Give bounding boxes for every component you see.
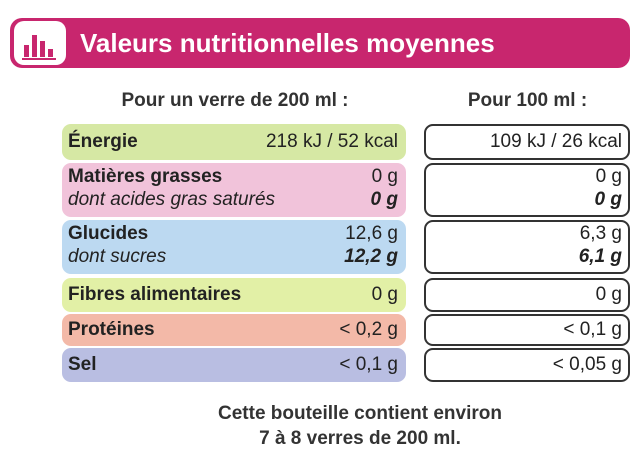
sub-per-serving-value: 12,2 g	[344, 246, 398, 267]
icon-graphic	[22, 35, 56, 60]
per-100ml-value: 6,3 g	[579, 223, 622, 244]
row-right-cell	[424, 163, 630, 217]
nutrient-label: Glucides	[68, 223, 149, 244]
row-left-cell	[62, 314, 406, 346]
nutrient-label: Fibres alimentaires	[68, 284, 242, 305]
row-left-cell	[62, 163, 406, 217]
per-serving-value: 12,6 g	[345, 223, 398, 244]
footer-line: Cette bouteille contient environ	[218, 403, 502, 424]
row-right-cell	[424, 124, 630, 160]
header-icon	[14, 21, 66, 65]
nutrient-label: Protéines	[68, 319, 155, 340]
nutrient-label: Énergie	[68, 131, 138, 152]
sub-per-100ml-value: 0 g	[594, 189, 622, 210]
title: Valeurs nutritionnelles moyennes	[80, 28, 495, 58]
row-right-cell	[424, 348, 630, 382]
per-100ml-value: 0 g	[595, 166, 622, 187]
per-serving-value: 0 g	[371, 166, 398, 187]
nutrient-label: Sel	[68, 354, 97, 375]
sub-per-serving-value: 0 g	[370, 189, 398, 210]
sub-per-100ml-value: 6,1 g	[578, 246, 622, 267]
row-right-cell	[424, 314, 630, 346]
row-right-cell	[424, 278, 630, 312]
per-serving-value: < 0,2 g	[339, 319, 398, 340]
per-100ml-value: < 0,05 g	[552, 354, 622, 375]
row-left-cell	[62, 348, 406, 382]
row-left-cell	[62, 278, 406, 312]
per-serving-value: < 0,1 g	[339, 354, 398, 375]
column-header: Pour un verre de 200 ml :	[121, 90, 349, 111]
per-serving-value: 218 kJ / 52 kcal	[265, 131, 398, 152]
per-100ml-value: 109 kJ / 26 kcal	[489, 131, 622, 152]
per-100ml-value: 0 g	[595, 284, 622, 305]
header-bar	[10, 18, 630, 68]
footer-line: 7 à 8 verres de 200 ml.	[259, 428, 461, 449]
sub-nutrient-label: dont sucres	[68, 246, 167, 267]
sub-nutrient-label: dont acides gras saturés	[68, 189, 276, 210]
row-right-cell	[424, 220, 630, 274]
per-100ml-value: < 0,1 g	[563, 319, 622, 340]
nutrient-label: Matières grasses	[68, 166, 223, 187]
column-header: Pour 100 ml :	[467, 90, 588, 111]
row-left-cell	[62, 124, 406, 160]
per-serving-value: 0 g	[371, 284, 398, 305]
row-left-cell	[62, 220, 406, 274]
